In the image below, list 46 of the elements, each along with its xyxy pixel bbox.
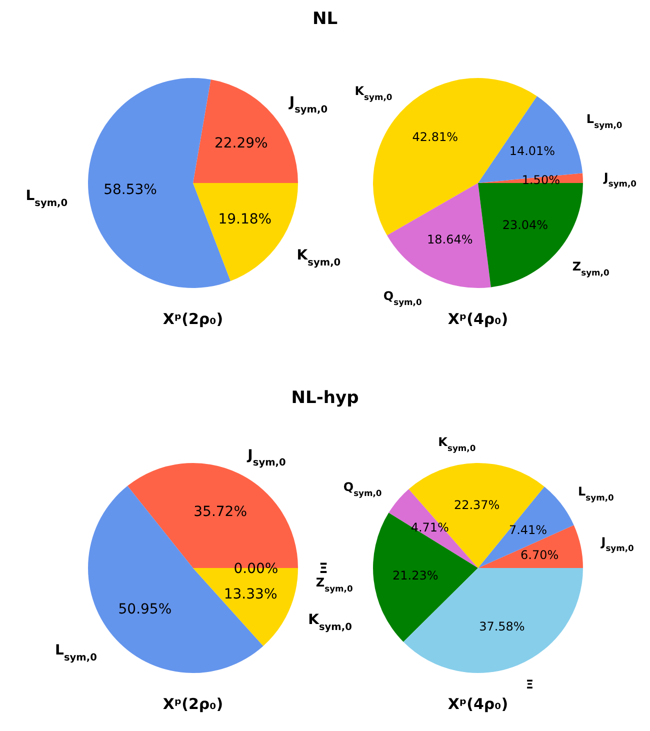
chart-title: NL (312, 9, 338, 29)
slice-label: K$_{sym,0}$ (438, 435, 476, 454)
data-label: 23.04% (502, 218, 548, 232)
slice-label: J$_{sym,0}$ (288, 94, 328, 116)
slice-label: L$_{sym,0}$ (26, 188, 68, 209)
data-label: 14.01% (509, 144, 556, 158)
data-label: 35.72% (194, 504, 248, 520)
slice-label: Z$_{sym,0}$ (572, 260, 610, 278)
pie-slice (478, 96, 583, 183)
slice-label: K$_{sym,0}$ (354, 84, 392, 102)
data-label: 21.23% (392, 568, 438, 582)
slice-label: Q$_{sym,0}$ (383, 288, 422, 307)
slice-label: J$_{sym,0}$ (600, 534, 634, 553)
pie-slice (478, 183, 583, 288)
slice-label: L$_{sym,0}$ (578, 484, 614, 503)
slice-label: K$_{sym,0}$ (296, 247, 341, 268)
pie-slice (373, 512, 478, 642)
slice-label: Q$_{sym,0}$ (343, 480, 382, 498)
pie-slice (193, 183, 298, 282)
data-label: 37.58% (479, 619, 525, 634)
slice-label: J$_{sym,0}$ (246, 447, 286, 468)
slice-label: L$_{sym,0}$ (55, 642, 98, 663)
slice-label: L$_{sym,0}$ (586, 112, 622, 130)
slice-label: Ξ (526, 678, 534, 692)
data-label: 19.18% (218, 212, 272, 228)
text: Xᵖ(2ρ₀) (162, 695, 224, 713)
slice-label: Z$_{sym,0}$ (316, 575, 353, 594)
text: 0.00% (234, 560, 278, 577)
slice-label: K$_{sym,0}$ (308, 612, 352, 633)
data-label: 22.37% (454, 498, 500, 512)
pie-slice (387, 183, 491, 288)
data-label: 50.95% (118, 602, 172, 618)
data-label: 6.70% (520, 548, 559, 562)
data-label: 18.64% (427, 232, 473, 247)
text: Xᵖ(2ρ₀) (162, 310, 224, 328)
data-label: 7.41% (508, 522, 548, 537)
text: Xᵖ(4ρ₀) (448, 695, 508, 713)
category-label: Ξ (319, 560, 328, 577)
data-label: 13.33% (224, 586, 278, 603)
text: Xᵖ(4ρ₀) (448, 310, 508, 328)
data-label: 22.29% (214, 135, 268, 152)
pie-slice (478, 525, 583, 568)
slice-label: J$_{sym,0}$ (602, 170, 637, 188)
data-label: 42.81% (412, 130, 458, 144)
chart-title: NL-hyp (291, 388, 359, 408)
data-label: 58.53% (104, 182, 157, 198)
